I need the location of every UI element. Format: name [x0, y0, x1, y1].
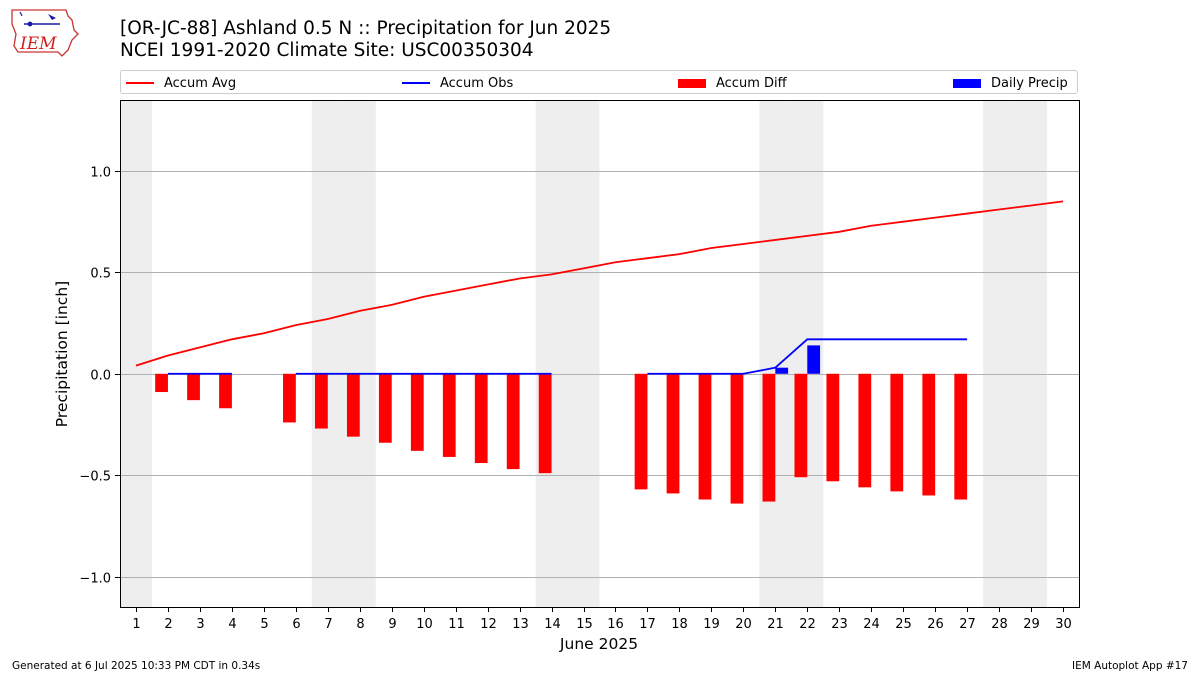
- weekend-band: [535, 100, 568, 607]
- weekend-shading: [120, 100, 1048, 607]
- x-tick-label: 9: [388, 617, 396, 632]
- x-tick-label: 2: [164, 617, 172, 632]
- y-tick-label: 1.0: [90, 166, 111, 181]
- accum-diff-bar: [187, 373, 200, 401]
- weekend-band: [1015, 100, 1048, 607]
- x-tick-label: 19: [703, 617, 720, 632]
- x-tick-label: 28: [991, 617, 1008, 632]
- y-tick-label: 0.0: [90, 369, 111, 384]
- accum-diff-bar: [219, 373, 232, 409]
- legend-label: Accum Obs: [440, 75, 514, 91]
- x-tick-label: 20: [735, 617, 752, 632]
- weekend-band: [343, 100, 376, 607]
- axes: −1.0−0.50.00.51.01 2 3 4 5 6 7 8 9 10 11 12 13 14 15 16…: [79, 166, 1071, 633]
- plot-frame: [120, 100, 1080, 608]
- iem-logo-text: IEM: [19, 34, 57, 54]
- accum-diff-bar: [474, 373, 488, 464]
- x-tick-label: 12: [480, 617, 497, 632]
- accum-diff-bar: [346, 373, 360, 437]
- accum-diff-bar: [826, 373, 840, 482]
- x-tick-label: 5: [260, 617, 268, 632]
- legend-item: Accum Avg: [126, 74, 236, 92]
- legend-label: Daily Precip: [991, 75, 1068, 91]
- accum-diff-bar: [858, 373, 872, 488]
- legend-label: Accum Avg: [164, 75, 237, 91]
- x-tick-label: 24: [863, 617, 880, 632]
- x-tick-label: 7: [324, 617, 332, 632]
- accum-diff-bar: [506, 373, 520, 470]
- bars: [155, 345, 968, 504]
- accum-diff-bar: [378, 373, 392, 443]
- accum-diff-bar: [538, 373, 552, 474]
- x-axis-label: June 2025: [559, 635, 638, 653]
- x-tick-label: 1: [132, 617, 140, 632]
- x-tick-label: 8: [356, 617, 364, 632]
- x-tick-label: 4: [228, 617, 236, 632]
- footer-app: IEM Autoplot App #17: [1072, 660, 1188, 672]
- accum-diff-bar: [410, 373, 424, 451]
- x-tick-label: 6: [292, 617, 300, 632]
- legend-item: Accum Obs: [402, 74, 513, 92]
- accum-diff-bar: [314, 373, 328, 429]
- x-tick-label: 23: [831, 617, 848, 632]
- legend-item: Accum Diff: [678, 74, 787, 92]
- accum-diff-bar: [890, 373, 904, 492]
- y-tick-label: −0.5: [79, 470, 111, 485]
- x-tick-label: 27: [959, 617, 976, 632]
- y-tick-label: −1.0: [79, 572, 111, 587]
- x-tick-label: 21: [767, 617, 784, 632]
- x-tick-label: 16: [607, 617, 624, 632]
- accum-obs-line: [647, 338, 968, 375]
- accum-diff-bar: [730, 373, 744, 504]
- accum-diff-bar: [666, 373, 680, 494]
- accum-diff-bar: [634, 373, 648, 490]
- x-tick-label: 3: [196, 617, 204, 632]
- x-tick-label: 11: [448, 617, 465, 632]
- chart-title: [OR-JC-88] Ashland 0.5 N :: Precipitatio…: [120, 18, 612, 39]
- x-tick-label: 22: [799, 617, 816, 632]
- accum-diff-bar: [698, 373, 712, 500]
- accum-diff-bar: [155, 373, 168, 393]
- legend-swatch: [953, 78, 981, 88]
- y-axis-label: Precipitation [inch]: [53, 281, 71, 427]
- chart-subtitle: NCEI 1991-2020 Climate Site: USC00350304: [120, 40, 534, 61]
- daily-precip-bar: [807, 345, 821, 374]
- iem-logo: IEM: [11, 9, 79, 57]
- footer-generated: Generated at 6 Jul 2025 10:33 PM CDT in …: [12, 660, 261, 672]
- chart-legend: Accum Avg Accum Obs Accum Diff Daily Precip: [120, 70, 1078, 94]
- x-tick-label: 18: [671, 617, 688, 632]
- accum-diff-bar: [442, 373, 456, 457]
- weekend-band: [759, 100, 792, 607]
- y-tick-label: 0.5: [90, 267, 111, 282]
- legend-swatch: [678, 78, 706, 88]
- x-tick-label: 10: [416, 617, 433, 632]
- x-tick-label: 30: [1055, 617, 1072, 632]
- daily-precip-bar: [775, 367, 789, 374]
- weekend-band: [983, 100, 1016, 607]
- x-tick-label: 25: [895, 617, 912, 632]
- accum-diff-bar: [794, 373, 808, 478]
- weekend-band: [311, 100, 344, 607]
- gridlines: [120, 171, 1079, 578]
- x-tick-label: 15: [576, 617, 593, 632]
- legend-swatch: [126, 82, 154, 84]
- accum-diff-bar: [762, 373, 776, 502]
- x-tick-label: 29: [1023, 617, 1040, 632]
- accum-avg-line: [135, 200, 1064, 367]
- accum-diff-bar: [954, 373, 968, 500]
- x-tick-label: 26: [927, 617, 944, 632]
- legend-label: Accum Diff: [716, 75, 787, 91]
- series-lines: [135, 200, 1064, 375]
- x-tick-label: 14: [544, 617, 561, 632]
- x-tick-label: 13: [512, 617, 529, 632]
- accum-diff-bar: [283, 373, 296, 423]
- weekend-band: [567, 100, 600, 607]
- legend-item: Daily Precip: [953, 74, 1068, 92]
- legend-swatch: [402, 82, 430, 84]
- x-tick-label: 17: [639, 617, 656, 632]
- accum-diff-bar: [922, 373, 936, 496]
- weekend-band: [120, 100, 152, 607]
